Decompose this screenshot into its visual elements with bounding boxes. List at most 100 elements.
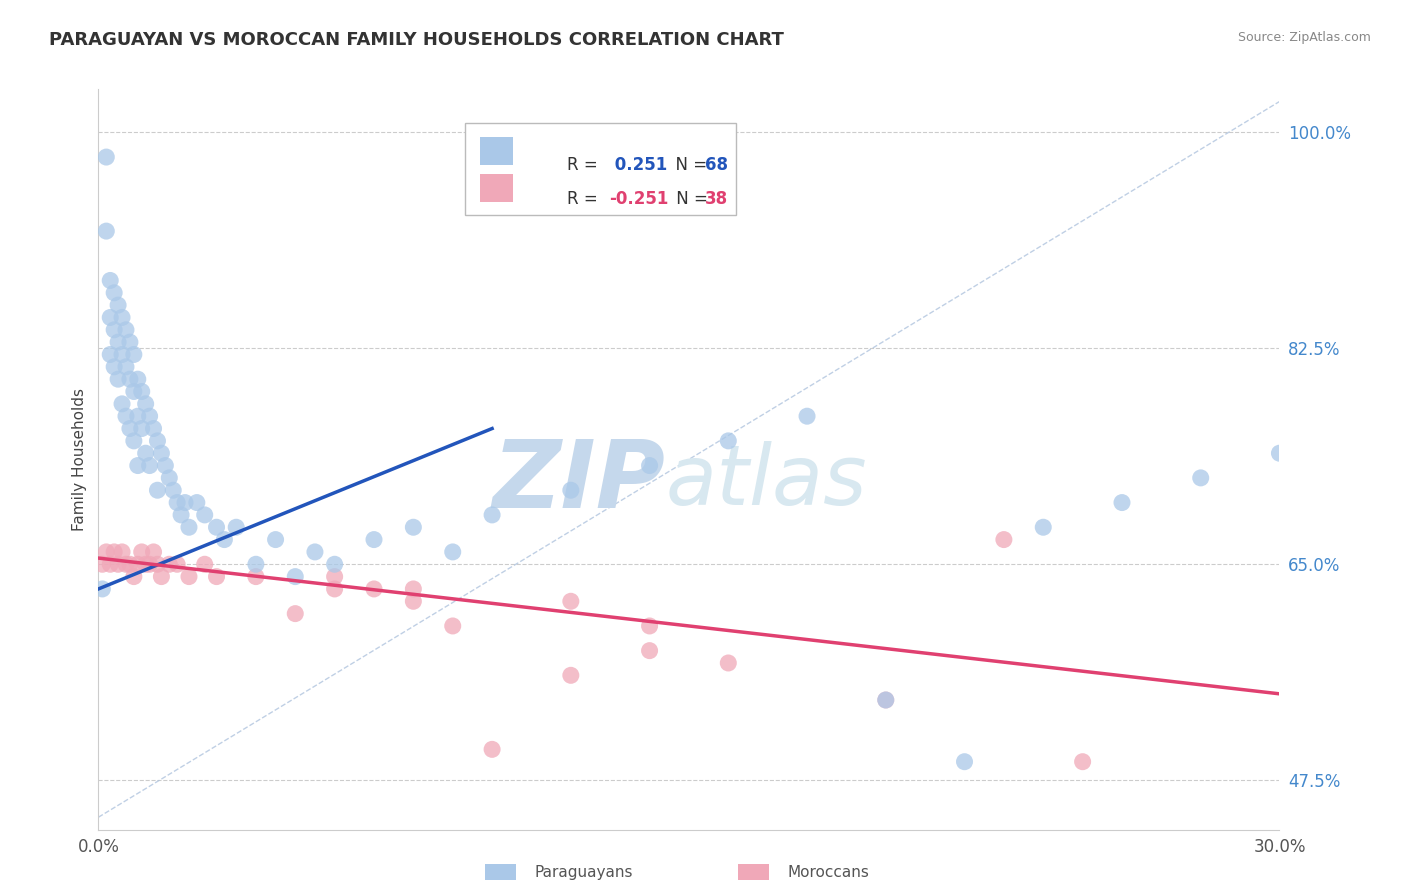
Point [284, 607, 307, 621]
Point [135, 446, 157, 460]
Point [131, 384, 153, 399]
Bar [479, 174, 513, 202]
Point [146, 558, 169, 572]
Text: N =: N = [671, 190, 713, 208]
Point [205, 520, 228, 534]
Point [441, 545, 464, 559]
Point [638, 458, 661, 473]
Point [323, 582, 346, 596]
Point [304, 545, 326, 559]
Point [127, 372, 149, 386]
Point [875, 693, 897, 707]
Point [166, 558, 188, 572]
Point [875, 693, 897, 707]
Point [115, 409, 138, 424]
Point [138, 558, 160, 572]
Point [122, 434, 145, 448]
Text: PARAGUAYAN VS MOROCCAN FAMILY HOUSEHOLDS CORRELATION CHART: PARAGUAYAN VS MOROCCAN FAMILY HOUSEHOLDS… [49, 31, 785, 49]
Point [96, 150, 118, 164]
Point [122, 569, 145, 583]
Point [284, 569, 307, 583]
Point [138, 458, 160, 473]
Point [150, 446, 173, 460]
Point [170, 508, 193, 522]
Point [177, 520, 200, 534]
Point [127, 458, 149, 473]
Point [118, 421, 141, 435]
Point [118, 372, 141, 386]
Bar [479, 137, 513, 165]
Point [107, 298, 129, 312]
Point [1268, 446, 1291, 460]
Text: 0.251: 0.251 [609, 156, 668, 174]
Point [174, 495, 197, 509]
Text: atlas: atlas [665, 441, 868, 522]
Point [127, 558, 149, 572]
Point [142, 545, 165, 559]
Point [150, 569, 173, 583]
Text: 68: 68 [704, 156, 728, 174]
Point [1032, 520, 1054, 534]
Point [96, 545, 118, 559]
Point [166, 495, 188, 509]
Point [146, 434, 169, 448]
Point [98, 558, 121, 572]
Point [142, 421, 165, 435]
Point [107, 372, 129, 386]
Point [135, 397, 157, 411]
Point [91, 558, 114, 572]
Text: Paraguayans: Paraguayans [534, 865, 633, 880]
Point [1071, 755, 1094, 769]
Point [481, 742, 503, 756]
Text: N =: N = [665, 156, 713, 174]
Point [186, 495, 208, 509]
Point [146, 483, 169, 498]
Point [441, 619, 464, 633]
Point [131, 545, 153, 559]
Point [98, 273, 121, 287]
Point [118, 558, 141, 572]
Point [91, 582, 114, 596]
Text: -0.251: -0.251 [609, 190, 668, 208]
Point [157, 558, 180, 572]
Point [107, 558, 129, 572]
Point [225, 520, 247, 534]
Point [111, 310, 134, 325]
Point [162, 483, 184, 498]
Point [481, 508, 503, 522]
Point [717, 656, 740, 670]
FancyBboxPatch shape [464, 122, 737, 215]
Point [157, 471, 180, 485]
Point [103, 285, 125, 300]
Point [115, 323, 138, 337]
Point [560, 594, 582, 608]
Text: 38: 38 [704, 190, 728, 208]
Text: R =: R = [567, 156, 603, 174]
Point [122, 384, 145, 399]
Point [98, 310, 121, 325]
Point [96, 224, 118, 238]
Text: Source: ZipAtlas.com: Source: ZipAtlas.com [1237, 31, 1371, 45]
Point [131, 421, 153, 435]
Point [264, 533, 287, 547]
Point [103, 323, 125, 337]
Point [122, 347, 145, 361]
Point [103, 545, 125, 559]
Point [402, 594, 425, 608]
Point [638, 643, 661, 657]
Point [111, 397, 134, 411]
Point [103, 359, 125, 374]
Point [118, 335, 141, 350]
Point [115, 558, 138, 572]
Point [138, 409, 160, 424]
Point [796, 409, 818, 424]
Point [245, 569, 267, 583]
Text: Moroccans: Moroccans [787, 865, 869, 880]
Point [245, 558, 267, 572]
Point [953, 755, 976, 769]
Point [127, 409, 149, 424]
Point [155, 458, 177, 473]
Point [111, 347, 134, 361]
Point [1111, 495, 1133, 509]
Point [194, 508, 217, 522]
